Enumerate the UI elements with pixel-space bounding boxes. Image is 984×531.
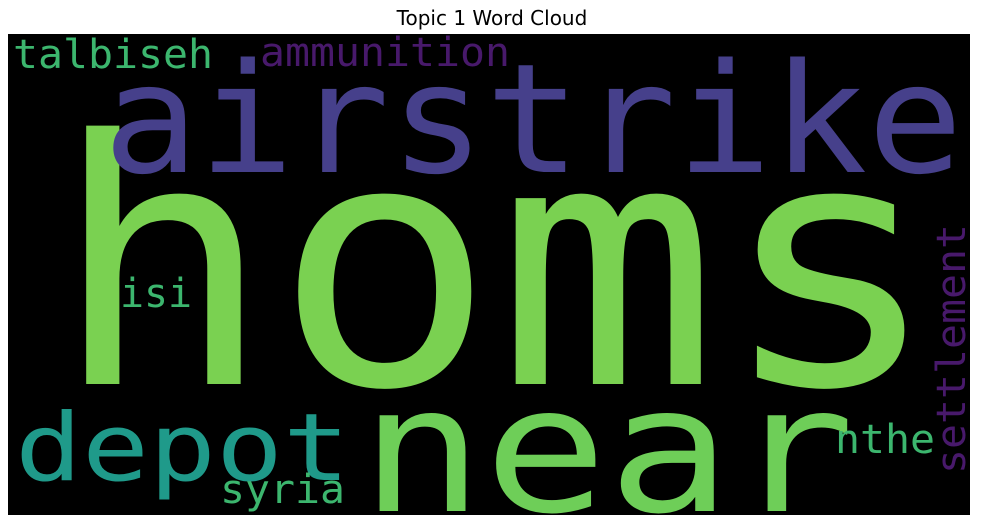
chart-title: Topic 1 Word Cloud	[396, 6, 588, 30]
word-homs: homs	[51, 69, 941, 465]
word-ammunition: ammunition	[260, 34, 510, 76]
word-talbiseh: talbiseh	[13, 34, 213, 78]
word-nthe: nthe	[835, 417, 935, 463]
word-settlement: settlement	[929, 224, 970, 474]
word-cloud-canvas: homs airstrike near depot talbiseh ammunition…	[8, 34, 970, 515]
word-airstrike: airstrike	[103, 34, 963, 208]
word-depot: depot	[15, 394, 350, 503]
word-near: near	[360, 350, 855, 515]
word-isi: isi	[120, 271, 192, 317]
word-syria: syria	[220, 467, 345, 513]
